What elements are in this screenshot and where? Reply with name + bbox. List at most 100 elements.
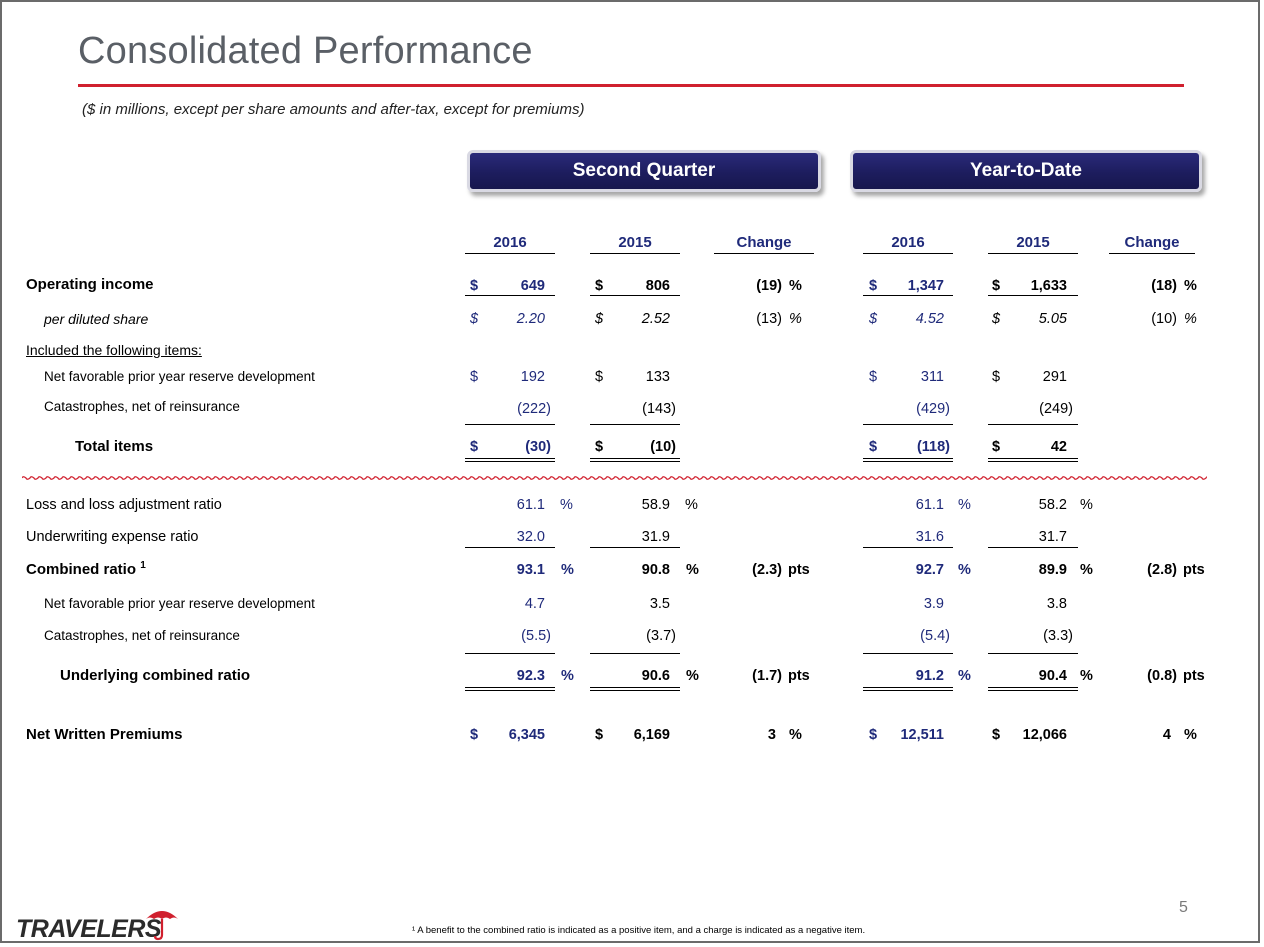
underline (590, 295, 680, 296)
header-rule (465, 253, 555, 254)
unit: % (958, 562, 971, 578)
currency-sign: $ (470, 369, 479, 385)
double-underline (988, 458, 1078, 459)
double-underline (988, 687, 1078, 688)
underline (988, 424, 1078, 425)
currency-sign: $ (595, 369, 604, 385)
double-underline (465, 687, 555, 688)
unit: pts (788, 668, 810, 684)
underline (590, 424, 680, 425)
double-underline (465, 461, 555, 462)
unit: % (958, 668, 971, 684)
double-underline (863, 690, 953, 691)
value-ytd-2016: 91.2 (915, 668, 944, 684)
value-q2-2016: 61.1 (516, 497, 545, 513)
underline (863, 653, 953, 654)
value-q2-change: 3 (767, 727, 776, 743)
page-title: Consolidated Performance (78, 30, 533, 72)
value-ytd-2016: 4.52 (915, 311, 944, 327)
double-underline (863, 461, 953, 462)
unit: % (1184, 311, 1197, 327)
value-ytd-2016: (5.4) (920, 628, 950, 644)
currency-sign: $ (992, 369, 1001, 385)
value-ytd-2015: 3.8 (1046, 596, 1067, 612)
underline (988, 547, 1078, 548)
header-rule (714, 253, 814, 254)
value-q2-2015: (3.7) (646, 628, 676, 644)
value-q2-2016: (30) (525, 439, 551, 455)
double-underline (590, 690, 680, 691)
footnote: ¹ A benefit to the combined ratio is ind… (412, 925, 866, 936)
unit: % (1080, 497, 1093, 513)
unit: pts (1183, 668, 1205, 684)
value-ytd-2016: (118) (916, 439, 950, 455)
unit: % (685, 497, 698, 513)
value-q2-change: (1.7) (752, 668, 782, 684)
row-label-expense-ratio: Underwriting expense ratio (26, 529, 199, 545)
value-q2-change: (19) (756, 278, 782, 294)
umbrella-icon (146, 911, 178, 941)
section-divider (22, 476, 1207, 480)
value-ytd-2016: 61.1 (915, 497, 944, 513)
value-ytd-2015: 31.7 (1038, 529, 1067, 545)
currency-sign: $ (595, 439, 604, 455)
col-header-ytd-change: Change (1124, 234, 1180, 251)
value-ytd-2016: 92.7 (915, 562, 944, 578)
footnote-marker: 1 (140, 560, 146, 571)
value-ytd-2015: 1,633 (1030, 278, 1067, 294)
value-q2-2016: 4.7 (524, 596, 545, 612)
header-rule (863, 253, 953, 254)
value-q2-2016: 93.1 (516, 562, 545, 578)
double-underline (590, 458, 680, 459)
unit: % (1184, 727, 1197, 743)
row-label-combined-ratio: Combined ratio 1 (26, 560, 146, 578)
value-q2-2015: 31.9 (641, 529, 670, 545)
currency-sign: $ (869, 369, 878, 385)
currency-sign: $ (470, 727, 479, 743)
value-q2-2015: 806 (645, 278, 670, 294)
year-to-date-header: Year-to-Date (850, 150, 1202, 192)
value-q2-2016: (5.5) (521, 628, 551, 644)
unit: % (1080, 562, 1093, 578)
unit: pts (1183, 562, 1205, 578)
unit: % (1184, 278, 1197, 294)
value-q2-2016: 32.0 (516, 529, 545, 545)
col-header-q2-change: Change (736, 234, 792, 251)
second-quarter-header: Second Quarter (467, 150, 821, 192)
value-q2-2016: 2.20 (516, 311, 545, 327)
row-label-prior-year-development: Net favorable prior year reserve develop… (44, 596, 315, 611)
unit: % (789, 727, 802, 743)
underline (988, 295, 1078, 296)
value-q2-change: (2.3) (752, 562, 782, 578)
underline (590, 653, 680, 654)
double-underline (590, 461, 680, 462)
currency-sign: $ (869, 311, 878, 327)
col-header-ytd-2015: 2015 (1016, 234, 1050, 251)
unit: pts (788, 562, 810, 578)
value-ytd-2016: 311 (920, 369, 944, 385)
value-ytd-2015: 12,066 (1022, 727, 1067, 743)
unit: % (560, 497, 573, 513)
double-underline (590, 687, 680, 688)
value-ytd-2015: (3.3) (1043, 628, 1073, 644)
value-ytd-2015: 89.9 (1038, 562, 1067, 578)
currency-sign: $ (992, 311, 1001, 327)
value-ytd-2015: 291 (1042, 369, 1067, 385)
title-underline (78, 84, 1184, 87)
value-ytd-2015: (249) (1039, 401, 1073, 417)
currency-sign: $ (869, 727, 878, 743)
double-underline (863, 458, 953, 459)
col-header-q2-2015: 2015 (618, 234, 652, 251)
value-q2-2016: 6,345 (508, 727, 545, 743)
included-items-label: Included the following items: (26, 342, 202, 358)
underline (863, 295, 953, 296)
value-ytd-change: (0.8) (1147, 668, 1177, 684)
value-ytd-2016: 12,511 (900, 727, 944, 743)
row-label-per-diluted-share: per diluted share (44, 311, 149, 327)
value-ytd-2016: 1,347 (907, 278, 944, 294)
unit: % (686, 562, 699, 578)
double-underline (988, 461, 1078, 462)
value-q2-2015: 3.5 (649, 596, 670, 612)
unit: % (789, 311, 802, 327)
